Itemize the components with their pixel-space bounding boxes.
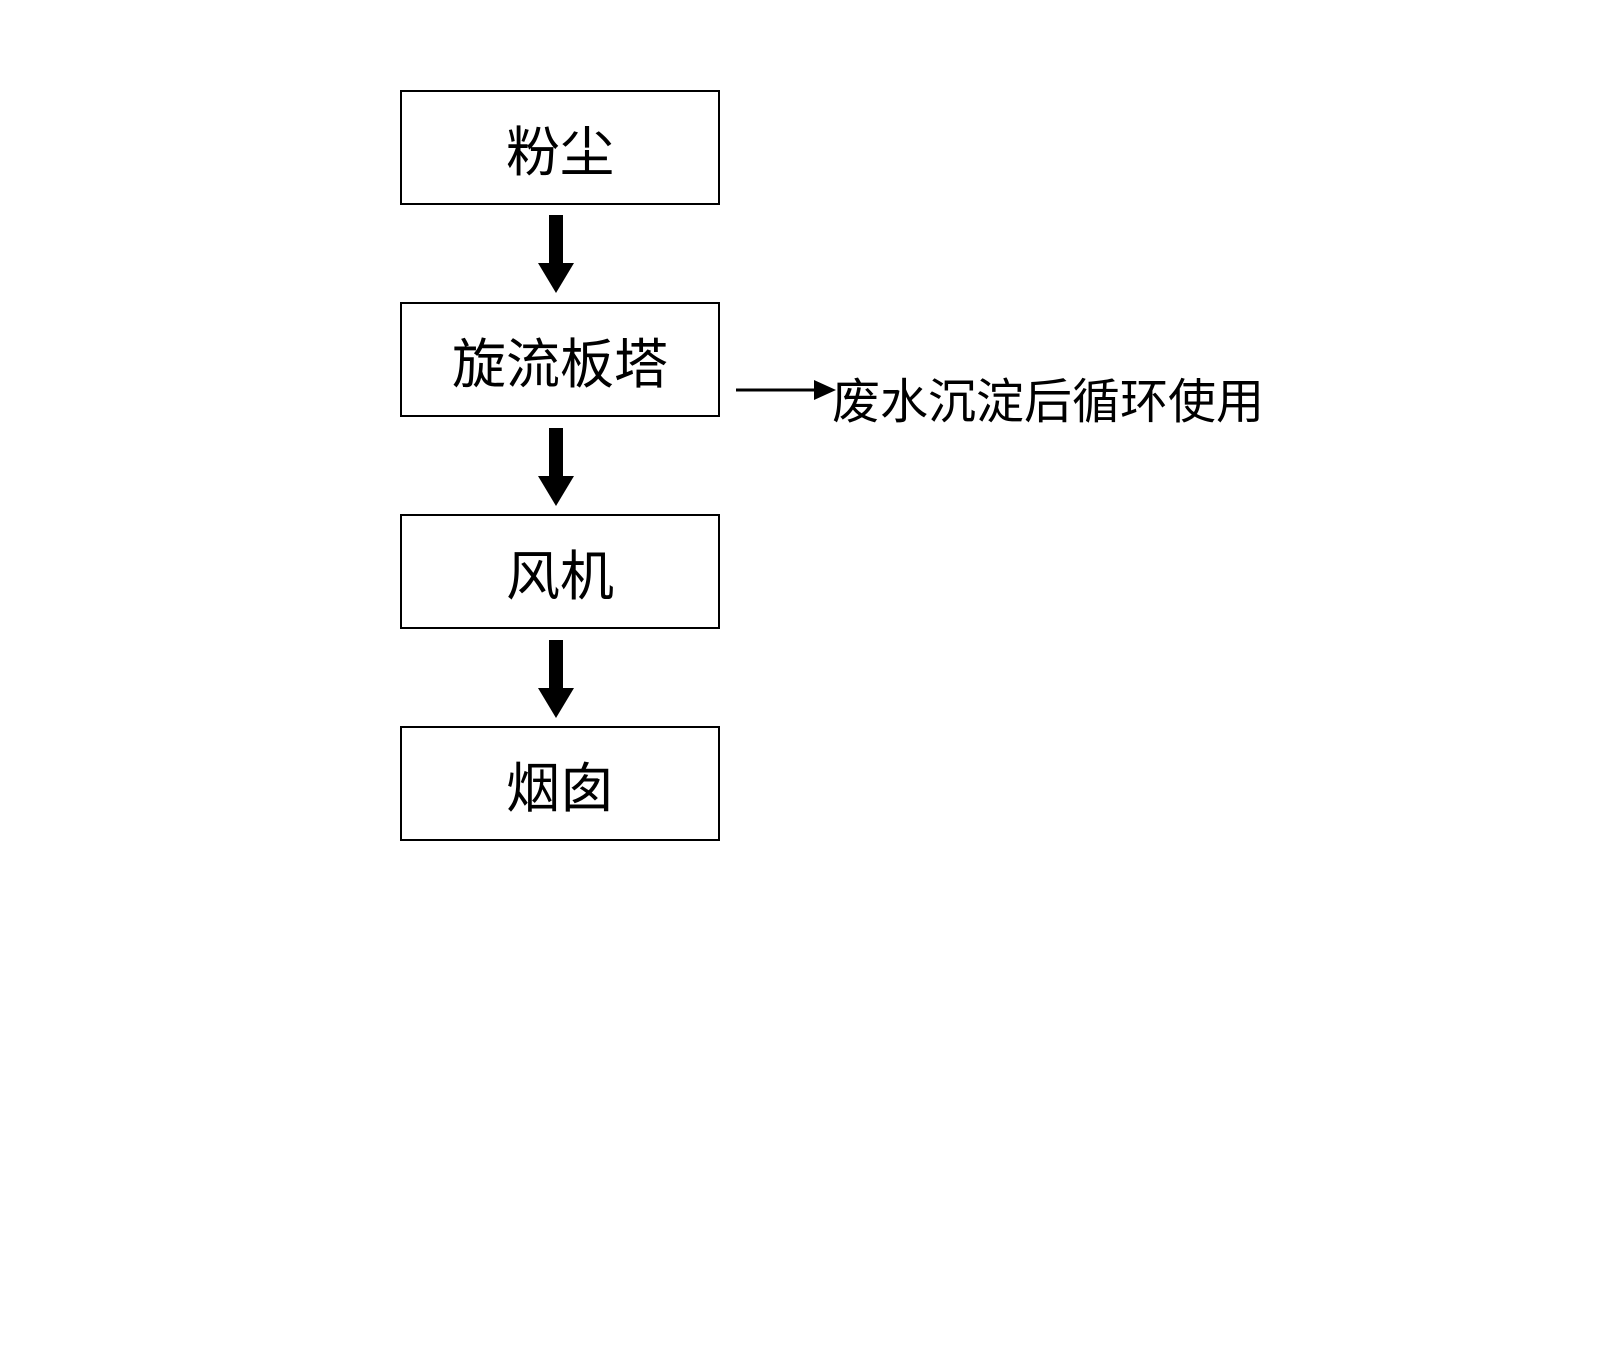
arrow-down-icon	[538, 428, 574, 511]
node-cyclone-tower-label: 旋流板塔	[452, 320, 668, 399]
node-fan: 风机	[400, 514, 720, 629]
node-dust: 粉尘	[400, 90, 720, 205]
side-branch-label: 废水沉淀后循环使用	[832, 362, 1264, 432]
node-fan-label: 风机	[506, 532, 614, 611]
arrow-down-icon	[538, 215, 574, 298]
arrow-down-icon	[538, 640, 574, 723]
node-chimney-label: 烟囱	[506, 744, 614, 823]
node-dust-label: 粉尘	[506, 108, 614, 187]
node-cyclone-tower: 旋流板塔	[400, 302, 720, 417]
arrow-right-icon	[736, 378, 836, 407]
flowchart-canvas: 粉尘 旋流板塔 废水沉淀后循环使用 风机	[0, 0, 1609, 1350]
node-chimney: 烟囱	[400, 726, 720, 841]
